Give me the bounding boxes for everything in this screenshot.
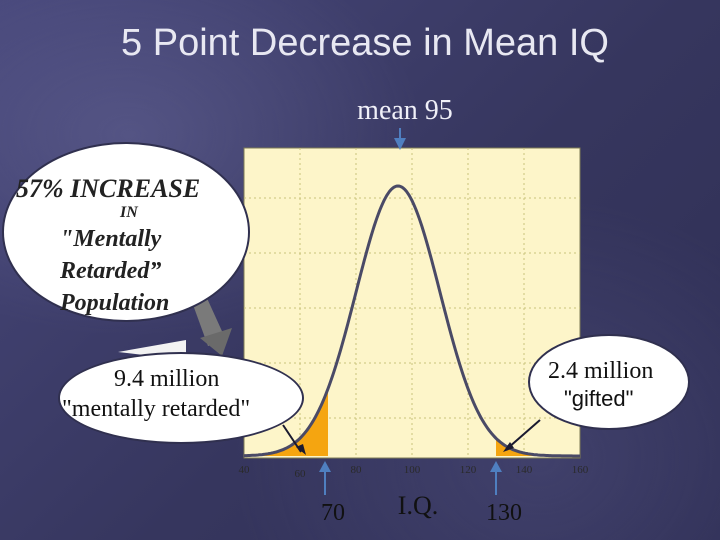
x-tick-label: 80	[351, 464, 363, 476]
distribution-curve	[244, 184, 580, 458]
high-tail-arrow	[507, 419, 541, 449]
retarded-label: "mentally retarded"	[62, 396, 251, 422]
marker-70-label: 70	[321, 500, 345, 526]
low-tail-arrow-head	[296, 444, 306, 455]
plot-grid	[244, 148, 580, 458]
x-axis-label: I.Q.	[398, 491, 438, 520]
increase-callout: 57% INCREASE IN "Mentally Retarded” Popu…	[2, 142, 250, 322]
gifted-label: "gifted"	[564, 386, 634, 411]
x-tick-label: 120	[460, 464, 477, 476]
marker-130-arrow-head	[490, 461, 502, 472]
x-tick-label: 160	[572, 464, 589, 476]
x-tick-label: 40	[239, 464, 251, 476]
retarded-callout: 9.4 million "mentally retarded"	[58, 352, 304, 444]
x-tick-label: 60	[295, 468, 307, 480]
increase-line-1: 57% INCREASE	[16, 174, 201, 203]
mean-label: mean 95	[357, 95, 453, 126]
x-tick-label: 100	[404, 464, 421, 476]
mean-arrow-head	[394, 138, 406, 150]
marker-70-arrow-head	[319, 461, 331, 472]
slide-title: 5 Point Decrease in Mean IQ	[121, 22, 609, 64]
increase-line-2: IN	[120, 204, 138, 221]
marker-130-label: 130	[486, 500, 522, 526]
x-tick-label: 140	[516, 464, 533, 476]
gifted-count: 2.4 million	[548, 358, 654, 384]
gifted-callout: 2.4 million "gifted"	[528, 334, 690, 430]
high-tail-arrow-head	[503, 442, 514, 452]
shaded-region-low	[244, 388, 328, 456]
increase-line-4: Retarded”	[60, 258, 162, 284]
increase-line-5: Population	[60, 290, 170, 316]
x-tick-labels: 40 60 80 100 120 140 160	[239, 464, 589, 480]
increase-line-3: "Mentally	[60, 226, 162, 252]
retarded-count: 9.4 million	[114, 366, 220, 392]
callout-pointer-head	[200, 328, 232, 356]
